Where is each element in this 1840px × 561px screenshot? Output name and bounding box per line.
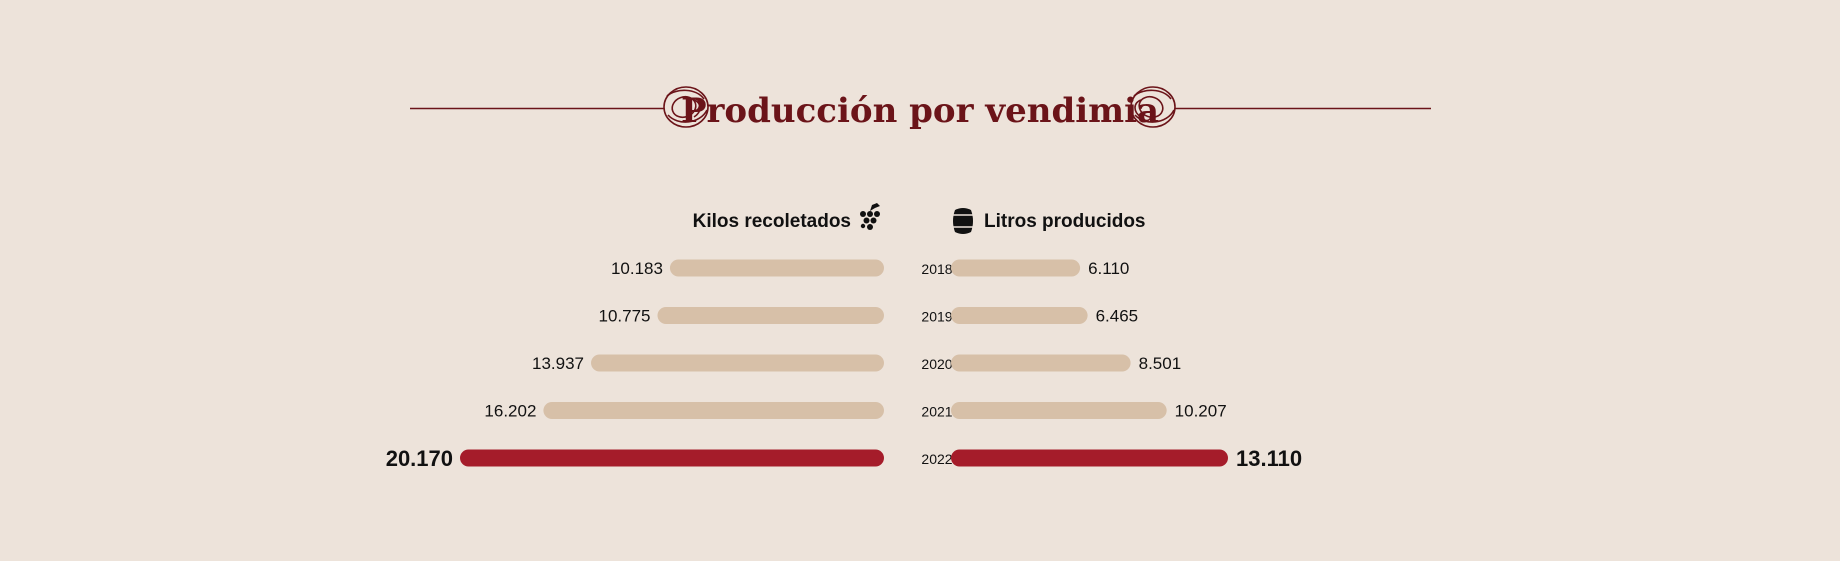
bar-litros-2018 — [951, 259, 1081, 277]
value-label-kilos-2021: 16.202 — [484, 402, 536, 421]
value-label-litros-2019: 6.465 — [1096, 307, 1139, 326]
year-label-2022: 2022 — [921, 451, 952, 467]
value-label-kilos-2020: 13.937 — [532, 354, 584, 373]
year-label-2020: 2020 — [921, 356, 952, 372]
page-title: Producción por vendimia — [681, 91, 1159, 131]
bar-kilos-2020 — [591, 354, 884, 372]
grapes-icon — [860, 203, 880, 230]
bar-kilos-2022 — [460, 449, 884, 467]
value-label-kilos-2018: 10.183 — [611, 259, 663, 278]
value-label-kilos-2022: 20.170 — [386, 446, 453, 471]
bar-kilos-2021 — [543, 402, 884, 419]
barrel-icon — [952, 208, 974, 234]
value-label-kilos-2019: 10.775 — [598, 307, 650, 326]
value-label-litros-2022: 13.110 — [1236, 446, 1302, 471]
swirl-ornament-left-icon — [663, 86, 709, 128]
bar-litros-2020 — [951, 354, 1131, 372]
value-label-litros-2021: 10.207 — [1175, 402, 1227, 421]
bar-kilos-2018 — [669, 259, 884, 277]
year-label-2021: 2021 — [921, 404, 952, 420]
legend-label-litros: Litros producidos — [984, 211, 1146, 232]
bar-kilos-2019 — [657, 307, 884, 324]
swirl-ornament-right-icon — [1130, 86, 1176, 128]
year-label-2018: 2018 — [921, 261, 952, 277]
year-label-2019: 2019 — [921, 309, 952, 325]
bar-litros-2019 — [951, 307, 1088, 324]
value-label-litros-2020: 8.501 — [1139, 354, 1182, 373]
bar-litros-2021 — [951, 402, 1167, 419]
bar-litros-2022 — [951, 449, 1228, 467]
value-label-litros-2018: 6.110 — [1088, 259, 1129, 278]
legend-label-kilos: Kilos recoletados — [693, 211, 851, 232]
bars-layer: 10.183 2018 6.110 10.775 2019 6.465 13.937 2020… — [386, 259, 1302, 471]
